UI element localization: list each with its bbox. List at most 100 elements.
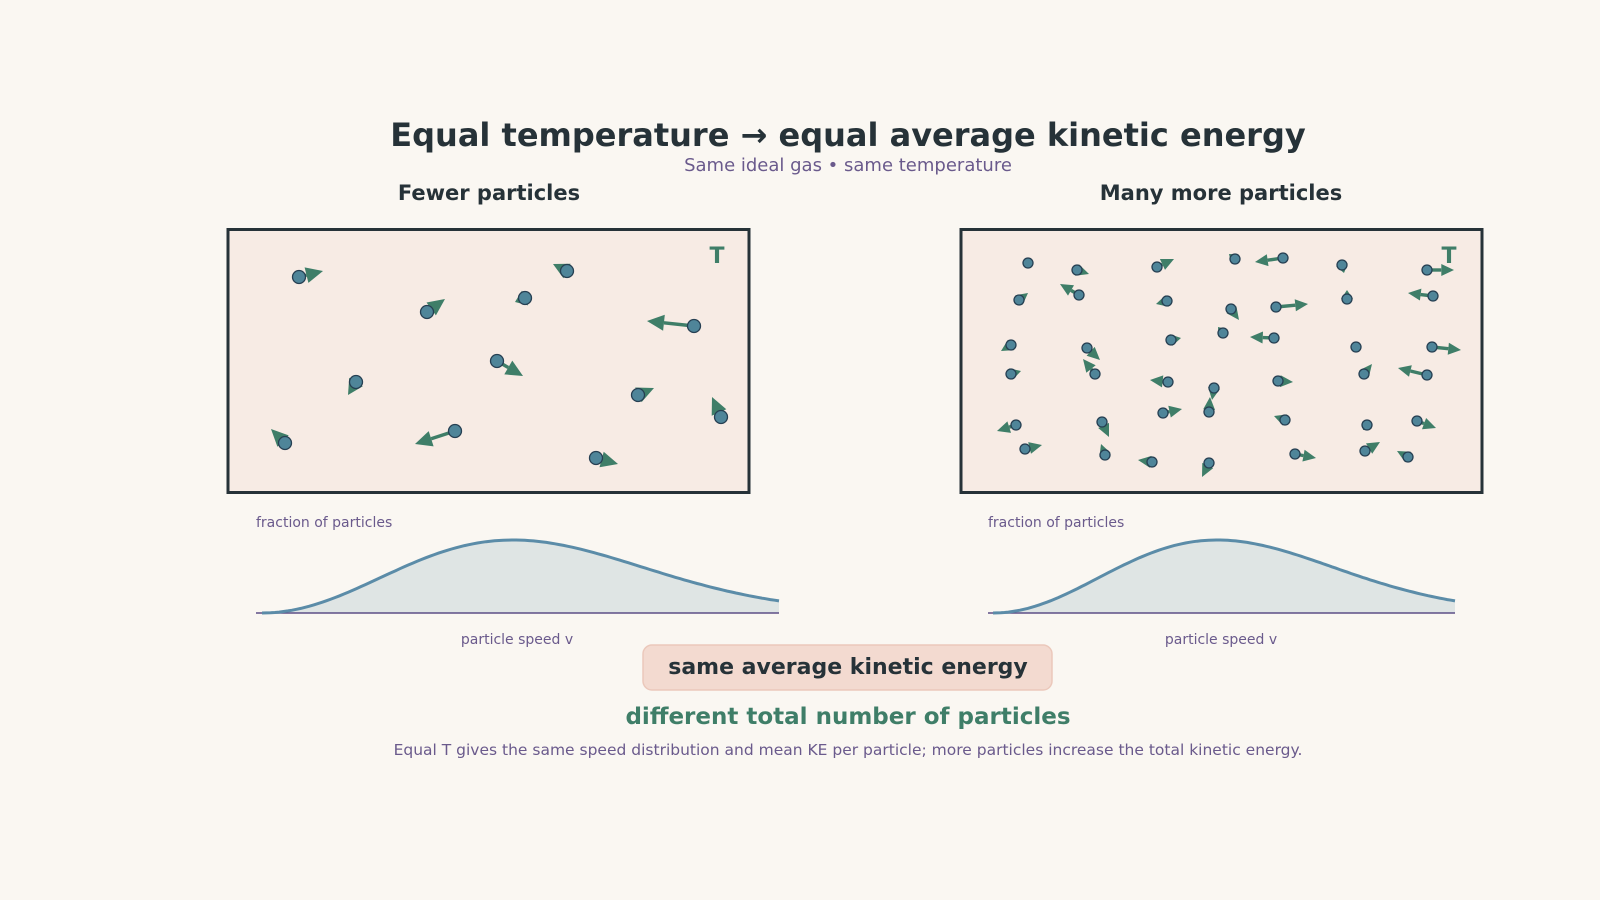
- gas-particle: [1157, 405, 1182, 419]
- velocity-arrow-head: [1441, 264, 1454, 276]
- gas-particle: [1255, 252, 1289, 267]
- speed-distribution-curve-many: [992, 538, 1456, 615]
- gas-particle: [1408, 288, 1439, 302]
- panel-title-many: Many more particles: [1100, 181, 1342, 205]
- particle-dot: [1272, 375, 1284, 387]
- x-axis-label-many: particle speed v: [1165, 632, 1277, 648]
- page-title: Equal temperature → equal average kineti…: [390, 116, 1306, 154]
- gas-particle: [1341, 290, 1353, 305]
- gas-particle: [588, 450, 618, 468]
- panel-many-particles: Many more particles T fraction of partic…: [959, 181, 1484, 648]
- gas-particle: [1001, 339, 1017, 351]
- particle-dot: [1005, 339, 1017, 351]
- particle-dot: [1341, 293, 1353, 305]
- particle-dot: [1402, 451, 1414, 463]
- gas-particle: [1013, 293, 1028, 306]
- gas-particle: [647, 314, 702, 334]
- gas-particle: [1225, 303, 1239, 320]
- x-axis-label-fewer: particle speed v: [461, 632, 573, 648]
- velocity-arrow-head: [1060, 284, 1074, 296]
- velocity-arrow-head: [1366, 442, 1380, 454]
- particle-dot: [1089, 368, 1101, 380]
- particle-dot: [1336, 259, 1348, 271]
- velocity-arrow-head: [997, 421, 1011, 433]
- velocity-arrow-head: [1422, 418, 1436, 430]
- particle-dot: [1010, 419, 1022, 431]
- particle-dot: [277, 435, 293, 451]
- velocity-arrow-head: [271, 429, 289, 447]
- particle-dot: [348, 374, 364, 390]
- velocity-arrow-head: [1083, 359, 1096, 373]
- particle-dot: [1162, 376, 1174, 388]
- velocity-arrow-head: [1398, 365, 1412, 377]
- particles-group-many: [997, 252, 1461, 477]
- velocity-arrow-head: [415, 431, 434, 447]
- particle-dot: [1426, 341, 1438, 353]
- gas-particle: [1274, 414, 1291, 426]
- particle-dot: [1096, 416, 1108, 428]
- velocity-arrow-head: [647, 314, 665, 331]
- gas-particle: [1060, 284, 1085, 301]
- particle-dot: [1359, 445, 1371, 457]
- particle-dot: [713, 409, 729, 425]
- particle-dot: [559, 263, 575, 279]
- temperature-label-fewer: T: [709, 244, 724, 269]
- particle-dot: [291, 269, 307, 285]
- particle-dot: [686, 318, 702, 334]
- gas-particle: [1071, 264, 1089, 276]
- particle-dot: [1270, 301, 1282, 313]
- particle-dot: [1217, 327, 1229, 339]
- gas-particle: [1289, 448, 1316, 462]
- gas-particle: [1019, 442, 1042, 455]
- particle-dot: [630, 387, 646, 403]
- callout-box: [642, 644, 1053, 691]
- particle-dot: [1203, 406, 1215, 418]
- gas-particle: [1022, 257, 1034, 269]
- gas-particle: [1358, 364, 1372, 380]
- gas-particle: [1359, 442, 1380, 457]
- particle-dot: [1081, 342, 1093, 354]
- gas-particle: [1203, 397, 1216, 418]
- velocity-arrow-head: [711, 397, 727, 416]
- particle-dot: [1099, 449, 1111, 461]
- particle-dot: [1161, 295, 1173, 307]
- particle-dot: [1203, 457, 1215, 469]
- gas-particle: [1426, 341, 1461, 355]
- velocity-arrow-head: [599, 451, 618, 468]
- gas-particle: [1411, 415, 1436, 430]
- velocity-arrow-head: [1447, 342, 1461, 355]
- distribution-fill-many: [993, 540, 1455, 613]
- panel-fewer-particles: Fewer particles T fraction of particles …: [226, 181, 780, 648]
- gas-particle: [419, 299, 445, 320]
- footnote: Equal T gives the same speed distributio…: [394, 741, 1303, 759]
- gas-particle: [1151, 259, 1174, 273]
- particle-dot: [1013, 294, 1025, 306]
- particles-group-fewer: [271, 263, 729, 468]
- particle-dot: [1277, 252, 1289, 264]
- container-box-many: [959, 228, 1484, 494]
- distribution-fill-fewer: [262, 540, 779, 613]
- particle-dot: [1279, 414, 1291, 426]
- velocity-arrow-head: [1086, 346, 1100, 360]
- velocity-arrow-head: [1255, 254, 1269, 267]
- panel-title-fewer: Fewer particles: [398, 181, 580, 205]
- particle-dot: [419, 304, 435, 320]
- particle-dot: [1157, 407, 1169, 419]
- gas-particle: [489, 353, 523, 376]
- gas-particle: [1229, 253, 1241, 265]
- gas-particle: [348, 374, 364, 395]
- gas-particle: [1398, 365, 1433, 381]
- velocity-arrow-head: [1408, 288, 1422, 301]
- particle-dot: [517, 290, 533, 306]
- y-axis-label-many: fraction of particles: [988, 515, 1124, 531]
- gas-particle: [1217, 327, 1229, 339]
- particle-dot: [1146, 456, 1158, 468]
- particle-dot: [1411, 415, 1423, 427]
- particle-dot: [489, 353, 505, 369]
- particle-dot: [1421, 369, 1433, 381]
- gas-particle: [1138, 455, 1158, 468]
- gas-particle: [1202, 457, 1215, 477]
- gas-particle: [553, 263, 575, 279]
- speed-distribution-curve-fewer: [261, 538, 780, 615]
